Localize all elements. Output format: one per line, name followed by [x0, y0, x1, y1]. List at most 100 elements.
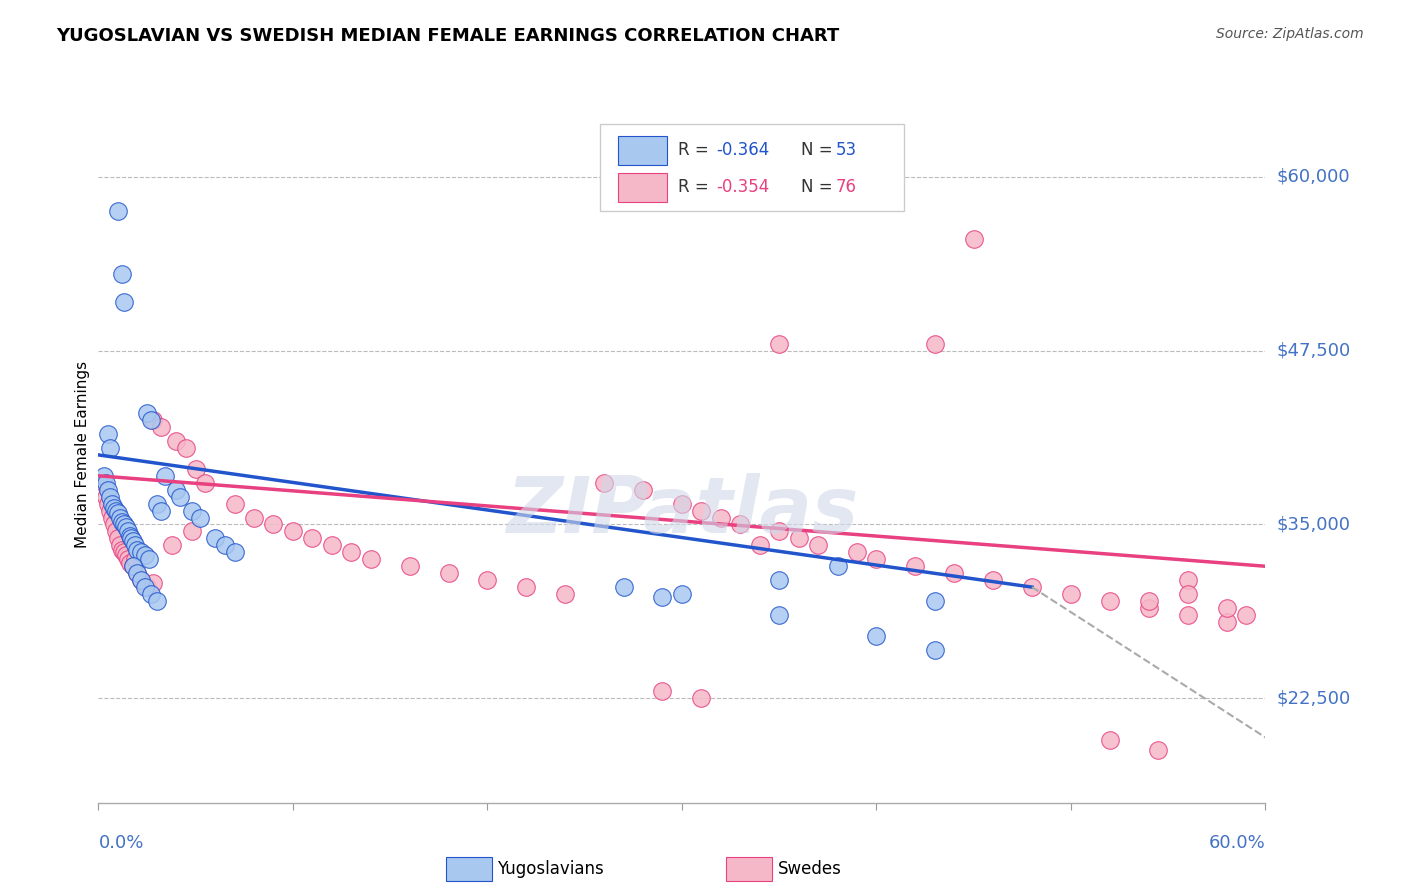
Text: 53: 53 [837, 141, 858, 159]
Text: -0.364: -0.364 [716, 141, 769, 159]
Point [127, 542, 149, 557]
Point [104, 524, 127, 539]
Point [651, 684, 673, 698]
Point [943, 566, 966, 581]
Point [111, 542, 134, 557]
Point [104, 503, 127, 517]
Point [262, 517, 284, 532]
Point [97, 427, 120, 442]
FancyBboxPatch shape [617, 136, 666, 166]
Point [807, 538, 830, 552]
Point [136, 580, 159, 594]
Point [146, 594, 169, 608]
Point [671, 497, 693, 511]
FancyBboxPatch shape [727, 857, 772, 880]
Point [631, 483, 654, 497]
Point [93, 468, 115, 483]
Point [165, 434, 187, 448]
Point [188, 510, 211, 524]
Text: $47,500: $47,500 [1277, 342, 1351, 359]
Point [730, 517, 752, 532]
Point [112, 545, 135, 559]
Point [768, 524, 790, 539]
Point [768, 607, 790, 622]
Point [1177, 587, 1199, 601]
Point [301, 532, 323, 546]
Point [117, 524, 139, 539]
Point [129, 573, 152, 587]
Point [142, 413, 165, 427]
Point [321, 538, 343, 552]
Point [118, 528, 141, 542]
Point [134, 548, 156, 562]
Point [981, 573, 1004, 587]
Point [554, 587, 576, 601]
Point [103, 517, 125, 532]
Point [768, 336, 790, 351]
Point [139, 413, 162, 427]
Point [768, 573, 790, 587]
Point [107, 204, 129, 219]
Point [204, 532, 226, 546]
Point [162, 538, 184, 552]
Text: $35,000: $35,000 [1277, 516, 1351, 533]
Point [142, 576, 165, 591]
Text: N =: N = [801, 141, 838, 159]
Point [748, 538, 770, 552]
Point [865, 629, 887, 643]
Point [1098, 594, 1121, 608]
Point [134, 580, 156, 594]
Point [180, 524, 202, 539]
Point [1215, 601, 1237, 615]
Point [924, 336, 946, 351]
Text: Source: ZipAtlas.com: Source: ZipAtlas.com [1216, 27, 1364, 41]
Point [593, 475, 616, 490]
Point [107, 507, 129, 521]
Point [149, 503, 172, 517]
Point [114, 548, 136, 562]
Point [1147, 743, 1170, 757]
Point [184, 462, 207, 476]
Point [127, 566, 149, 581]
Point [1060, 587, 1083, 601]
Point [124, 538, 146, 552]
Point [845, 545, 868, 559]
Point [224, 545, 246, 559]
Point [827, 559, 849, 574]
Point [398, 559, 420, 574]
Text: 60.0%: 60.0% [1209, 834, 1265, 852]
Point [98, 503, 121, 517]
Point [962, 232, 984, 246]
Text: Yugoslavians: Yugoslavians [498, 860, 605, 878]
Point [477, 573, 499, 587]
Point [127, 566, 149, 581]
Point [671, 587, 693, 601]
Point [515, 580, 537, 594]
Point [214, 538, 236, 552]
Point [690, 503, 713, 517]
Point [98, 441, 121, 455]
Text: 0.0%: 0.0% [98, 834, 143, 852]
Point [101, 510, 124, 524]
Text: ZIPatlas: ZIPatlas [506, 473, 858, 549]
Point [1177, 573, 1199, 587]
Point [118, 557, 141, 571]
Point [96, 475, 118, 490]
Point [101, 497, 124, 511]
Point [149, 420, 172, 434]
Y-axis label: Median Female Earnings: Median Female Earnings [75, 361, 90, 549]
Point [138, 552, 160, 566]
FancyBboxPatch shape [600, 124, 904, 211]
Point [612, 580, 634, 594]
Point [924, 642, 946, 657]
Text: $22,500: $22,500 [1277, 690, 1351, 707]
Point [243, 510, 266, 524]
Point [153, 468, 176, 483]
Point [114, 520, 136, 534]
Point [1177, 607, 1199, 622]
Point [710, 510, 733, 524]
Text: R =: R = [679, 178, 714, 196]
Point [98, 490, 121, 504]
Point [340, 545, 363, 559]
Point [360, 552, 382, 566]
